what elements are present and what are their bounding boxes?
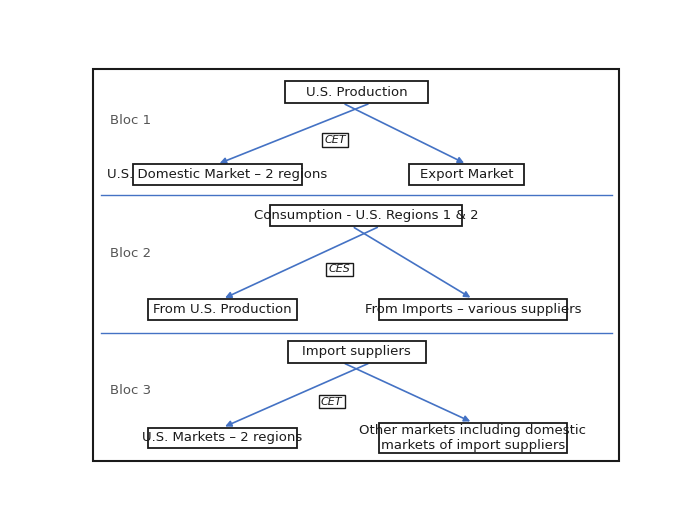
Bar xyxy=(270,205,462,226)
Bar xyxy=(409,164,524,185)
Bar xyxy=(148,427,297,448)
Text: Bloc 3: Bloc 3 xyxy=(110,384,152,397)
Text: CET: CET xyxy=(321,397,343,407)
Text: CET: CET xyxy=(324,135,345,145)
Text: Other markets including domestic
markets of import suppliers: Other markets including domestic markets… xyxy=(359,424,587,452)
Text: U.S. Domestic Market – 2 regions: U.S. Domestic Market – 2 regions xyxy=(107,168,327,181)
Bar xyxy=(379,423,566,454)
Text: U.S. Markets – 2 regions: U.S. Markets – 2 regions xyxy=(142,432,302,445)
Bar xyxy=(133,164,302,185)
Text: CES: CES xyxy=(329,265,350,275)
Text: From Imports – various suppliers: From Imports – various suppliers xyxy=(365,303,581,316)
Bar xyxy=(322,133,348,146)
Text: Consumption - U.S. Regions 1 & 2: Consumption - U.S. Regions 1 & 2 xyxy=(254,209,478,222)
Text: U.S. Production: U.S. Production xyxy=(306,86,407,99)
Bar xyxy=(285,81,428,103)
Bar xyxy=(288,341,425,363)
Bar xyxy=(379,299,566,320)
Text: Export Market: Export Market xyxy=(420,168,514,181)
Bar xyxy=(327,263,352,276)
Text: Import suppliers: Import suppliers xyxy=(302,345,411,358)
Bar xyxy=(148,299,297,320)
Text: Bloc 1: Bloc 1 xyxy=(110,114,152,127)
Bar xyxy=(318,395,345,408)
Text: Bloc 2: Bloc 2 xyxy=(110,247,152,260)
Text: From U.S. Production: From U.S. Production xyxy=(153,303,292,316)
